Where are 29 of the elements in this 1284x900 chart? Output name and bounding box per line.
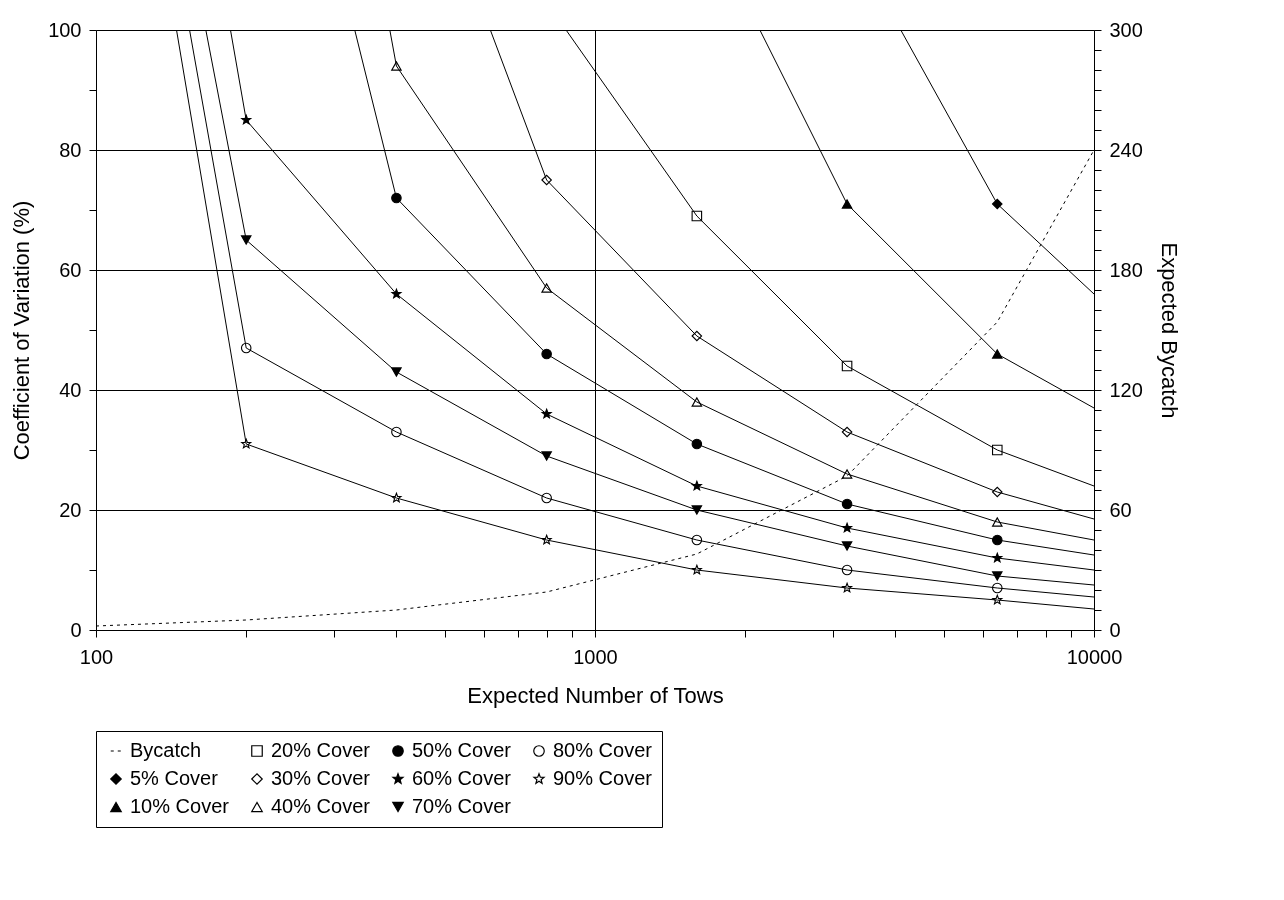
y-tick-label: 40 (59, 378, 82, 401)
x-tick-label: 10000 (1066, 645, 1123, 668)
x-axis-title: Expected Number of Tows (467, 682, 724, 708)
legend-label: Bycatch (130, 739, 202, 761)
legend-label: 5% Cover (130, 767, 219, 789)
y-tick-label: 80 (59, 138, 82, 161)
legend-label: 50% Cover (412, 739, 512, 761)
y-axis-title: Coefficient of Variation (%) (9, 200, 35, 461)
y2-axis-title: Expected Bycatch (1156, 242, 1182, 419)
legend-label: 40% Cover (271, 795, 371, 817)
y-tick-label: 0 (70, 618, 82, 641)
y2-tick-label: 240 (1109, 138, 1143, 161)
y2-tick-label: 300 (1109, 18, 1143, 41)
legend-label: 10% Cover (130, 795, 230, 817)
y2-tick-label: 120 (1109, 378, 1143, 401)
legend-label: 60% Cover (412, 767, 512, 789)
legend-label: 80% Cover (553, 739, 653, 761)
x-tick-label: 1000 (573, 645, 618, 668)
legend-label: 30% Cover (271, 767, 371, 789)
y2-tick-label: 60 (1109, 498, 1132, 521)
y-tick-label: 100 (48, 18, 82, 41)
x-tick-label: 100 (79, 645, 114, 668)
y-tick-label: 20 (59, 498, 82, 521)
legend-label: 70% Cover (412, 795, 512, 817)
legend-label: 90% Cover (553, 767, 653, 789)
y2-tick-label: 180 (1109, 258, 1143, 281)
y2-tick-label: 0 (1109, 618, 1121, 641)
y-tick-label: 60 (59, 258, 82, 281)
legend-label: 20% Cover (271, 739, 371, 761)
